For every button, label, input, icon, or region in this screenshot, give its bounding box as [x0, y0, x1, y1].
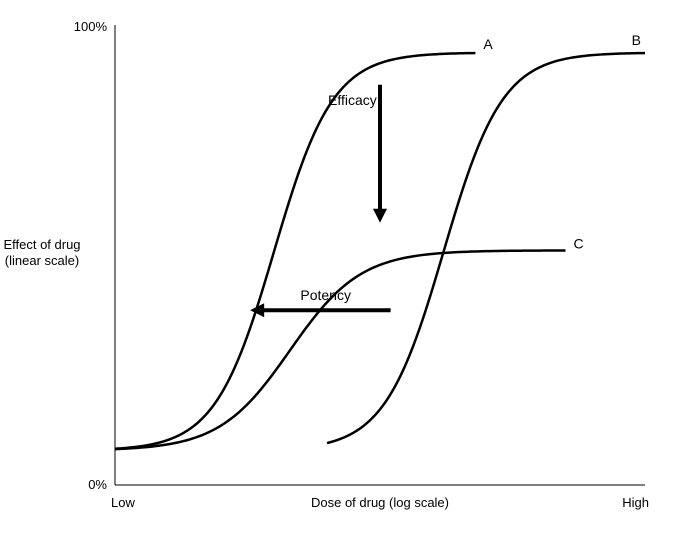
curve-c-label: C — [574, 235, 584, 251]
x-axis-label: Dose of drug (log scale) — [311, 495, 449, 510]
potency-label: Potency — [300, 287, 351, 303]
y-axis-label: Effect of drug(linear scale) — [3, 237, 80, 268]
curve-a-label: A — [483, 36, 493, 52]
curve-c — [115, 250, 566, 449]
x-tick-low: Low — [111, 495, 135, 510]
curve-b-label: B — [632, 32, 641, 48]
y-tick-max: 100% — [74, 19, 108, 34]
x-tick-high: High — [622, 495, 649, 510]
curve-a — [115, 53, 475, 449]
efficacy-label: Efficacy — [328, 92, 377, 108]
dose-response-chart: A B C Efficacy Potency 100% 0% Low High … — [0, 0, 684, 545]
curve-b — [327, 53, 645, 443]
chart-svg: A B C Efficacy Potency 100% 0% Low High … — [0, 0, 684, 545]
potency-arrow — [250, 303, 390, 317]
y-tick-min: 0% — [88, 477, 107, 492]
